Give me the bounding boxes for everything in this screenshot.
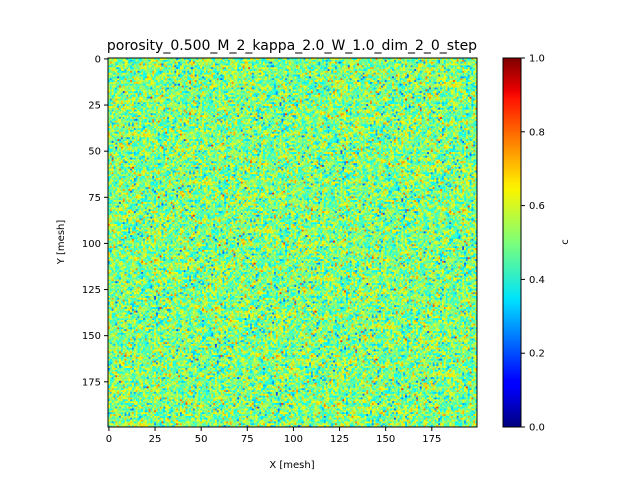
y-tick-label: 0 bbox=[95, 54, 101, 65]
y-tick-label: 25 bbox=[88, 101, 101, 112]
x-tick-label: 125 bbox=[330, 434, 349, 445]
x-tick-label: 150 bbox=[376, 434, 395, 445]
chart-title: porosity_0.500_M_2_kappa_2.0_W_1.0_dim_2… bbox=[107, 38, 477, 54]
colorbar-tick-label: 0.2 bbox=[529, 349, 545, 360]
y-tick-label: 100 bbox=[82, 239, 101, 250]
colorbar bbox=[503, 58, 521, 427]
x-tick-label: 0 bbox=[106, 434, 112, 445]
heatmap bbox=[108, 58, 477, 427]
x-axis-label: X [mesh] bbox=[269, 460, 314, 471]
y-tick-label: 50 bbox=[88, 147, 101, 158]
y-axis-ticks: 0 25 50 75 100 125 150 175 bbox=[82, 54, 108, 388]
y-tick-label: 125 bbox=[82, 285, 101, 296]
y-tick-label: 150 bbox=[82, 331, 101, 342]
x-tick-label: 75 bbox=[241, 434, 254, 445]
y-tick-label: 175 bbox=[82, 377, 101, 388]
x-axis-ticks: 0 25 50 75 100 125 150 175 bbox=[106, 427, 442, 445]
colorbar-tick-label: 0.8 bbox=[529, 127, 545, 138]
x-tick-label: 100 bbox=[284, 434, 303, 445]
x-tick-label: 175 bbox=[422, 434, 441, 445]
colorbar-tick-label: 0.4 bbox=[529, 275, 545, 286]
colorbar-tick-label: 0.0 bbox=[529, 423, 545, 434]
x-tick-label: 25 bbox=[149, 434, 162, 445]
y-axis-label: Y [mesh] bbox=[56, 220, 67, 266]
colorbar-tick-label: 0.6 bbox=[529, 201, 545, 212]
colorbar-label: c bbox=[560, 239, 571, 245]
x-tick-label: 50 bbox=[195, 434, 208, 445]
y-tick-label: 75 bbox=[88, 193, 101, 204]
colorbar-ticks: 0.0 0.2 0.4 0.6 0.8 1.0 bbox=[521, 54, 545, 434]
colorbar-tick-label: 1.0 bbox=[529, 54, 545, 65]
